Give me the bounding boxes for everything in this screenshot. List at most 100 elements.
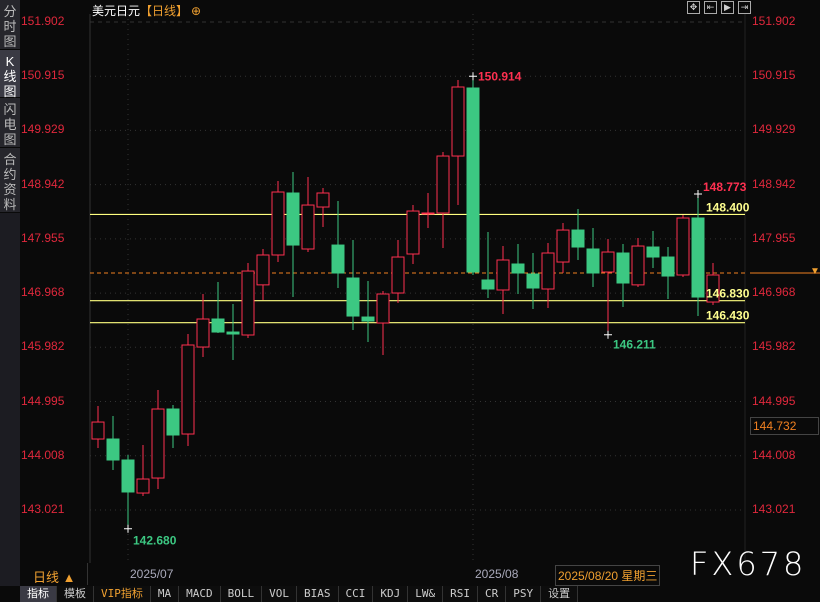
price-tick-right: 148.942 — [752, 176, 796, 191]
indicator-tab-4[interactable]: MACD — [179, 586, 221, 602]
symbol-name: 美元日元 — [92, 4, 141, 18]
candle-down — [661, 256, 675, 277]
candle-down — [226, 331, 240, 335]
candle-down — [571, 229, 585, 248]
candle-up — [541, 252, 555, 290]
candle-up — [301, 204, 315, 250]
candle-down — [331, 244, 345, 274]
price-tick-left: 143.021 — [21, 502, 65, 516]
candle-down — [346, 277, 360, 317]
price-tick-left: 151.902 — [21, 14, 65, 28]
indicator-tab-6[interactable]: VOL — [262, 586, 297, 602]
indicator-tab-11[interactable]: RSI — [443, 586, 478, 602]
candle-up — [196, 318, 210, 348]
indicator-tab-7[interactable]: BIAS — [297, 586, 339, 602]
candle-up — [451, 86, 465, 157]
circle-plus-icon[interactable]: ⊕ — [191, 4, 202, 18]
candle-down — [106, 438, 120, 461]
candle-down — [646, 246, 660, 258]
scroll-right-icon[interactable]: ⇥ — [738, 1, 751, 14]
candle-down — [511, 263, 525, 274]
candle-down — [361, 316, 375, 322]
candle-up — [421, 212, 435, 215]
indicator-tab-0[interactable]: 指标 — [20, 586, 57, 602]
candle-up — [181, 344, 195, 435]
cursor-price-label: 144.732 — [750, 417, 819, 435]
price-tick-right: 144.008 — [752, 447, 796, 462]
indicator-tab-3[interactable]: MA — [151, 586, 180, 602]
price-tick-right: 144.995 — [752, 393, 796, 408]
candle-up — [556, 229, 570, 263]
indicator-tab-10[interactable]: LW& — [408, 586, 444, 602]
extreme-marker-icon — [469, 72, 477, 81]
extreme-marker-icon — [694, 189, 702, 198]
indicator-tab-8[interactable]: CCI — [339, 586, 374, 602]
level-label: 146.430 — [706, 309, 750, 323]
candle-up — [376, 293, 390, 324]
cursor-date-label: 2025/08/20 星期三 — [555, 565, 661, 586]
high-label: 150.914 — [478, 69, 522, 83]
indicator-tab-12[interactable]: CR — [478, 586, 507, 602]
candle-down — [616, 252, 630, 284]
price-tick-left: 147.955 — [21, 230, 65, 245]
candle-down — [586, 248, 600, 274]
extreme-marker-icon — [604, 330, 612, 339]
indicator-tabs: 指标 模板 VIP指标 MA MACD BOLL VOL BIAS CCI KDJ LW& RSI CR… — [20, 586, 579, 602]
chart-toolbar: ✥ ⇤ ▶ ⇥ — [687, 1, 751, 14]
indicator-tab-1[interactable]: 模板 — [57, 586, 94, 602]
level-label: 146.830 — [706, 287, 750, 301]
price-tick-right: 146.968 — [752, 285, 796, 300]
price-tick-right: 150.915 — [752, 68, 796, 83]
sidebar-tab-kline[interactable]: K线图 — [0, 50, 20, 99]
low-label: 142.680 — [133, 534, 177, 548]
candle-up — [316, 192, 330, 208]
indicator-tab-14[interactable]: 设置 — [541, 586, 579, 602]
period-selector[interactable]: 日线 ▲ — [33, 567, 76, 586]
price-tick-left: 144.008 — [21, 447, 65, 462]
candle-down — [526, 273, 540, 289]
candle-up — [136, 478, 150, 494]
sidebar-tab-flash[interactable]: 闪电图 — [0, 98, 20, 148]
price-tick-left: 146.968 — [21, 285, 65, 300]
play-forward-icon[interactable]: ▶ — [721, 1, 734, 14]
price-tick-left: 148.942 — [21, 176, 65, 191]
price-tick-right: 149.929 — [752, 122, 796, 137]
candle-down — [466, 87, 480, 273]
sidebar-tab-timeshare[interactable]: 分时图 — [0, 0, 20, 50]
timeframe-label[interactable]: 【日线】 — [140, 4, 189, 18]
double-chevron-down-icon: ▼ — [810, 266, 820, 277]
recent-low-label: 146.211 — [613, 338, 656, 352]
indicator-tab-13[interactable]: PSY — [506, 586, 542, 602]
candle-down — [166, 408, 180, 436]
chart-title: 美元日元【日线】 ⊕ — [92, 2, 201, 19]
triangle-up-icon: ▲ — [62, 570, 76, 585]
price-tick-right: 145.982 — [752, 339, 796, 354]
indicator-tab-9[interactable]: KDJ — [373, 586, 409, 602]
candle-up — [436, 155, 450, 214]
candle-up — [406, 210, 420, 255]
candle-down — [211, 318, 225, 333]
candle-down — [286, 192, 300, 246]
recent-high-label: 148.773 — [703, 180, 747, 194]
candle-up — [91, 421, 105, 440]
candle-up — [271, 191, 285, 256]
sidebar-tab-contract-info[interactable]: 合约资料 — [0, 148, 20, 213]
zoom-range-icon[interactable]: ⇤ — [704, 1, 717, 14]
price-tick-left: 150.915 — [21, 68, 65, 83]
candle-down — [481, 279, 495, 290]
candle-up — [676, 217, 690, 276]
chart-type-sidebar: 分时图 K线图 闪电图 合约资料 — [0, 0, 20, 586]
crosshair-icon[interactable]: ✥ — [687, 1, 700, 14]
indicator-tab-2[interactable]: VIP指标 — [94, 586, 151, 602]
level-label: 148.400 — [706, 200, 750, 214]
candle-up — [256, 254, 270, 286]
candle-up — [151, 408, 165, 479]
fx678-watermark: FX678 — [690, 545, 807, 583]
candle-down — [691, 217, 705, 298]
extreme-marker-icon — [124, 524, 132, 533]
price-tick-left: 144.995 — [21, 393, 65, 408]
indicator-tab-5[interactable]: BOLL — [221, 586, 263, 602]
candle-up — [706, 274, 720, 303]
date-axis-row: 日线 ▲ 2025/07 2025/08 2025/08/20 星期三 — [20, 563, 820, 586]
